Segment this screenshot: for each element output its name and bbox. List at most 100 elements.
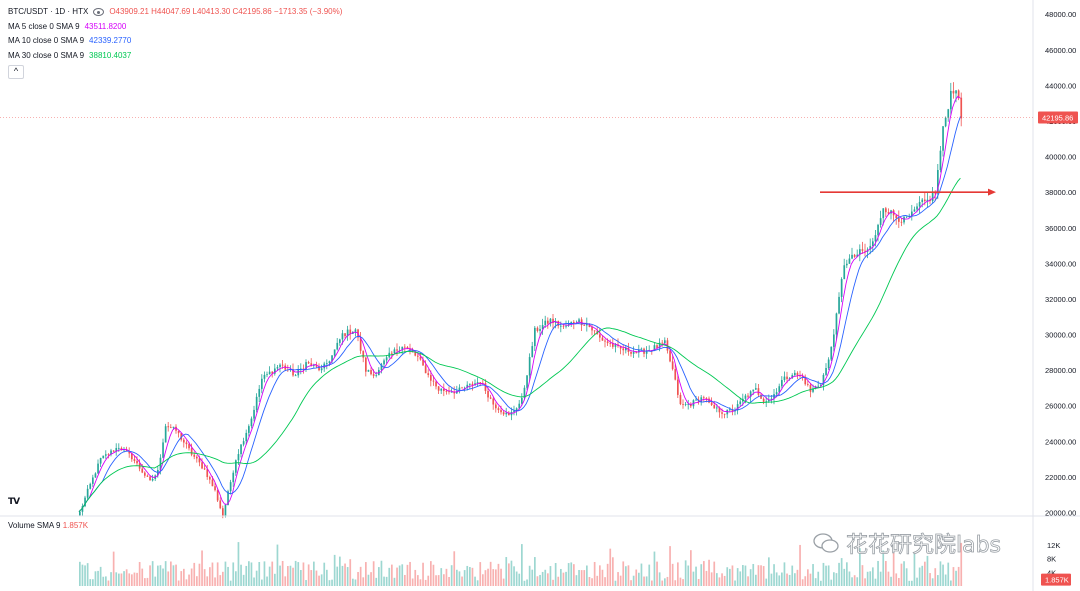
eye-icon[interactable] (93, 8, 105, 17)
volume-bar (372, 561, 375, 586)
candle (679, 392, 682, 406)
candle (687, 399, 690, 410)
volume-bar (783, 562, 786, 586)
candle (261, 374, 263, 394)
volume-bar (713, 561, 716, 586)
volume-bar (456, 569, 458, 586)
candle (937, 163, 939, 200)
candle (825, 363, 827, 376)
candle (336, 338, 339, 351)
volume-bar (370, 572, 372, 586)
candle (305, 359, 307, 372)
candle (827, 357, 830, 370)
candle (856, 249, 859, 258)
volume-bar (357, 571, 359, 586)
collapse-legend-button[interactable]: ^ (8, 65, 24, 79)
volume-bar (193, 562, 196, 586)
indicator-ma30[interactable]: MA 30 close 0 SMA 9 38810.4037 (8, 49, 342, 64)
candle (931, 187, 934, 204)
candle (349, 324, 352, 340)
volume-bar (778, 575, 781, 586)
volume-legend[interactable]: Volume SMA 9 1.857K (8, 521, 88, 530)
candle (131, 452, 133, 462)
volume-bars (79, 542, 963, 586)
volume-bar (567, 563, 570, 586)
volume-bar (352, 578, 354, 586)
indicator-value: 38810.4037 (89, 50, 132, 60)
candle (136, 456, 138, 466)
candle (86, 485, 89, 500)
volume-bar (211, 562, 214, 586)
volume-bar (105, 576, 107, 586)
candle (326, 359, 328, 370)
volume-bar (729, 568, 731, 586)
volume-bar (167, 571, 170, 586)
candle (385, 355, 388, 365)
arrow-head-icon[interactable] (988, 188, 996, 196)
indicator-label: MA 30 close 0 SMA 9 (8, 50, 85, 60)
volume-bar (427, 575, 430, 586)
indicator-ma10[interactable]: MA 10 close 0 SMA 9 42339.2770 (8, 34, 342, 49)
volume-bar (471, 567, 474, 586)
volume-bar (297, 562, 300, 586)
volume-bar (846, 562, 848, 586)
volume-bar (562, 572, 565, 586)
candle (167, 421, 170, 432)
volume-bar (742, 565, 744, 586)
candle (830, 346, 833, 362)
volume-bar (346, 567, 349, 586)
candle (492, 397, 495, 410)
volume-bar (359, 566, 362, 586)
volume-bar (903, 561, 905, 586)
volume-bar (388, 567, 391, 586)
volume-bar (801, 579, 804, 586)
candle (726, 409, 729, 419)
price-tick-label: 26000.00 (1045, 402, 1076, 411)
volume-bar (266, 576, 268, 586)
candle (203, 464, 206, 470)
volume-bar (279, 565, 281, 586)
volume-bar (866, 571, 869, 586)
volume-bar (619, 575, 622, 586)
indicator-value: 43511.8200 (84, 21, 127, 31)
indicator-ma5[interactable]: MA 5 close 0 SMA 9 43511.8200 (8, 20, 342, 35)
candle (128, 447, 131, 458)
indicator-value: 42339.2770 (89, 36, 132, 45)
volume-bar (861, 565, 864, 586)
candle (848, 254, 851, 264)
volume-bar (227, 566, 229, 586)
candle (97, 459, 99, 474)
volume-bar (349, 559, 352, 586)
volume-bar (487, 568, 489, 586)
candle (703, 395, 705, 402)
symbol-title[interactable]: BTC/USDT · 1D · HTX (8, 7, 89, 16)
candle (645, 346, 648, 359)
volume-bar (700, 564, 703, 586)
volume-bar (385, 576, 388, 586)
volume-bar (716, 573, 718, 586)
volume-bar (708, 559, 710, 586)
candle (419, 353, 422, 361)
candle (476, 377, 479, 387)
candle (196, 455, 198, 463)
volume-bar (775, 572, 778, 586)
volume-bar (391, 564, 393, 586)
volume-bar (604, 577, 606, 586)
volume-bar (872, 567, 874, 586)
volume-bar (765, 578, 768, 586)
candle (365, 356, 367, 377)
volume-bar (557, 576, 560, 586)
volume-bar (885, 560, 887, 586)
volume-bar (833, 572, 835, 586)
volume-bar (814, 578, 817, 586)
volume-bar (528, 565, 531, 586)
candle (957, 89, 960, 101)
volume-bar (141, 568, 144, 586)
candle (939, 146, 942, 173)
tradingview-logo-icon[interactable]: TV (8, 497, 20, 507)
candle (183, 438, 185, 448)
annotation-layer[interactable] (820, 188, 996, 196)
